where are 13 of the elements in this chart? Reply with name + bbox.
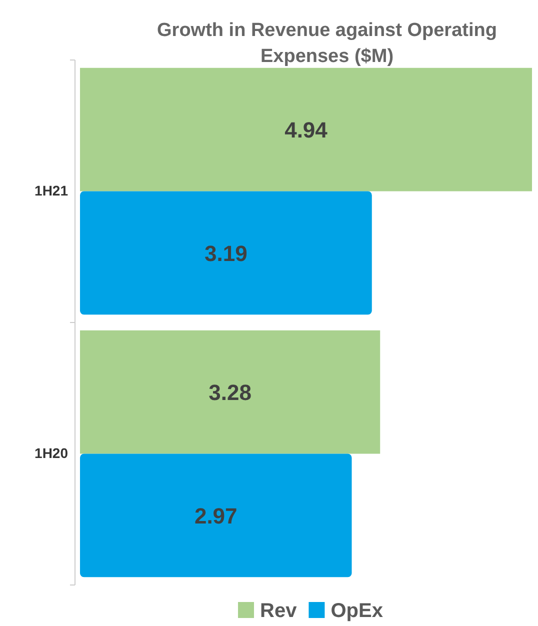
data-label: 2.97 [194, 503, 238, 528]
data-label: 3.28 [208, 380, 252, 406]
bar [80, 330, 380, 454]
legend-label: OpEx [330, 600, 383, 622]
legend-label: Rev [260, 600, 298, 622]
bar [80, 454, 352, 578]
y-tick-label: 1H20 [34, 445, 68, 462]
data-label: 3.19 [204, 240, 248, 266]
bar [80, 68, 532, 192]
chart-title: Growth in Revenue against Operating Expenses ($M) [157, 20, 497, 67]
bar [80, 191, 372, 315]
y-tick-label: 1H21 [34, 182, 68, 199]
data-label: 4.94 [284, 118, 328, 143]
